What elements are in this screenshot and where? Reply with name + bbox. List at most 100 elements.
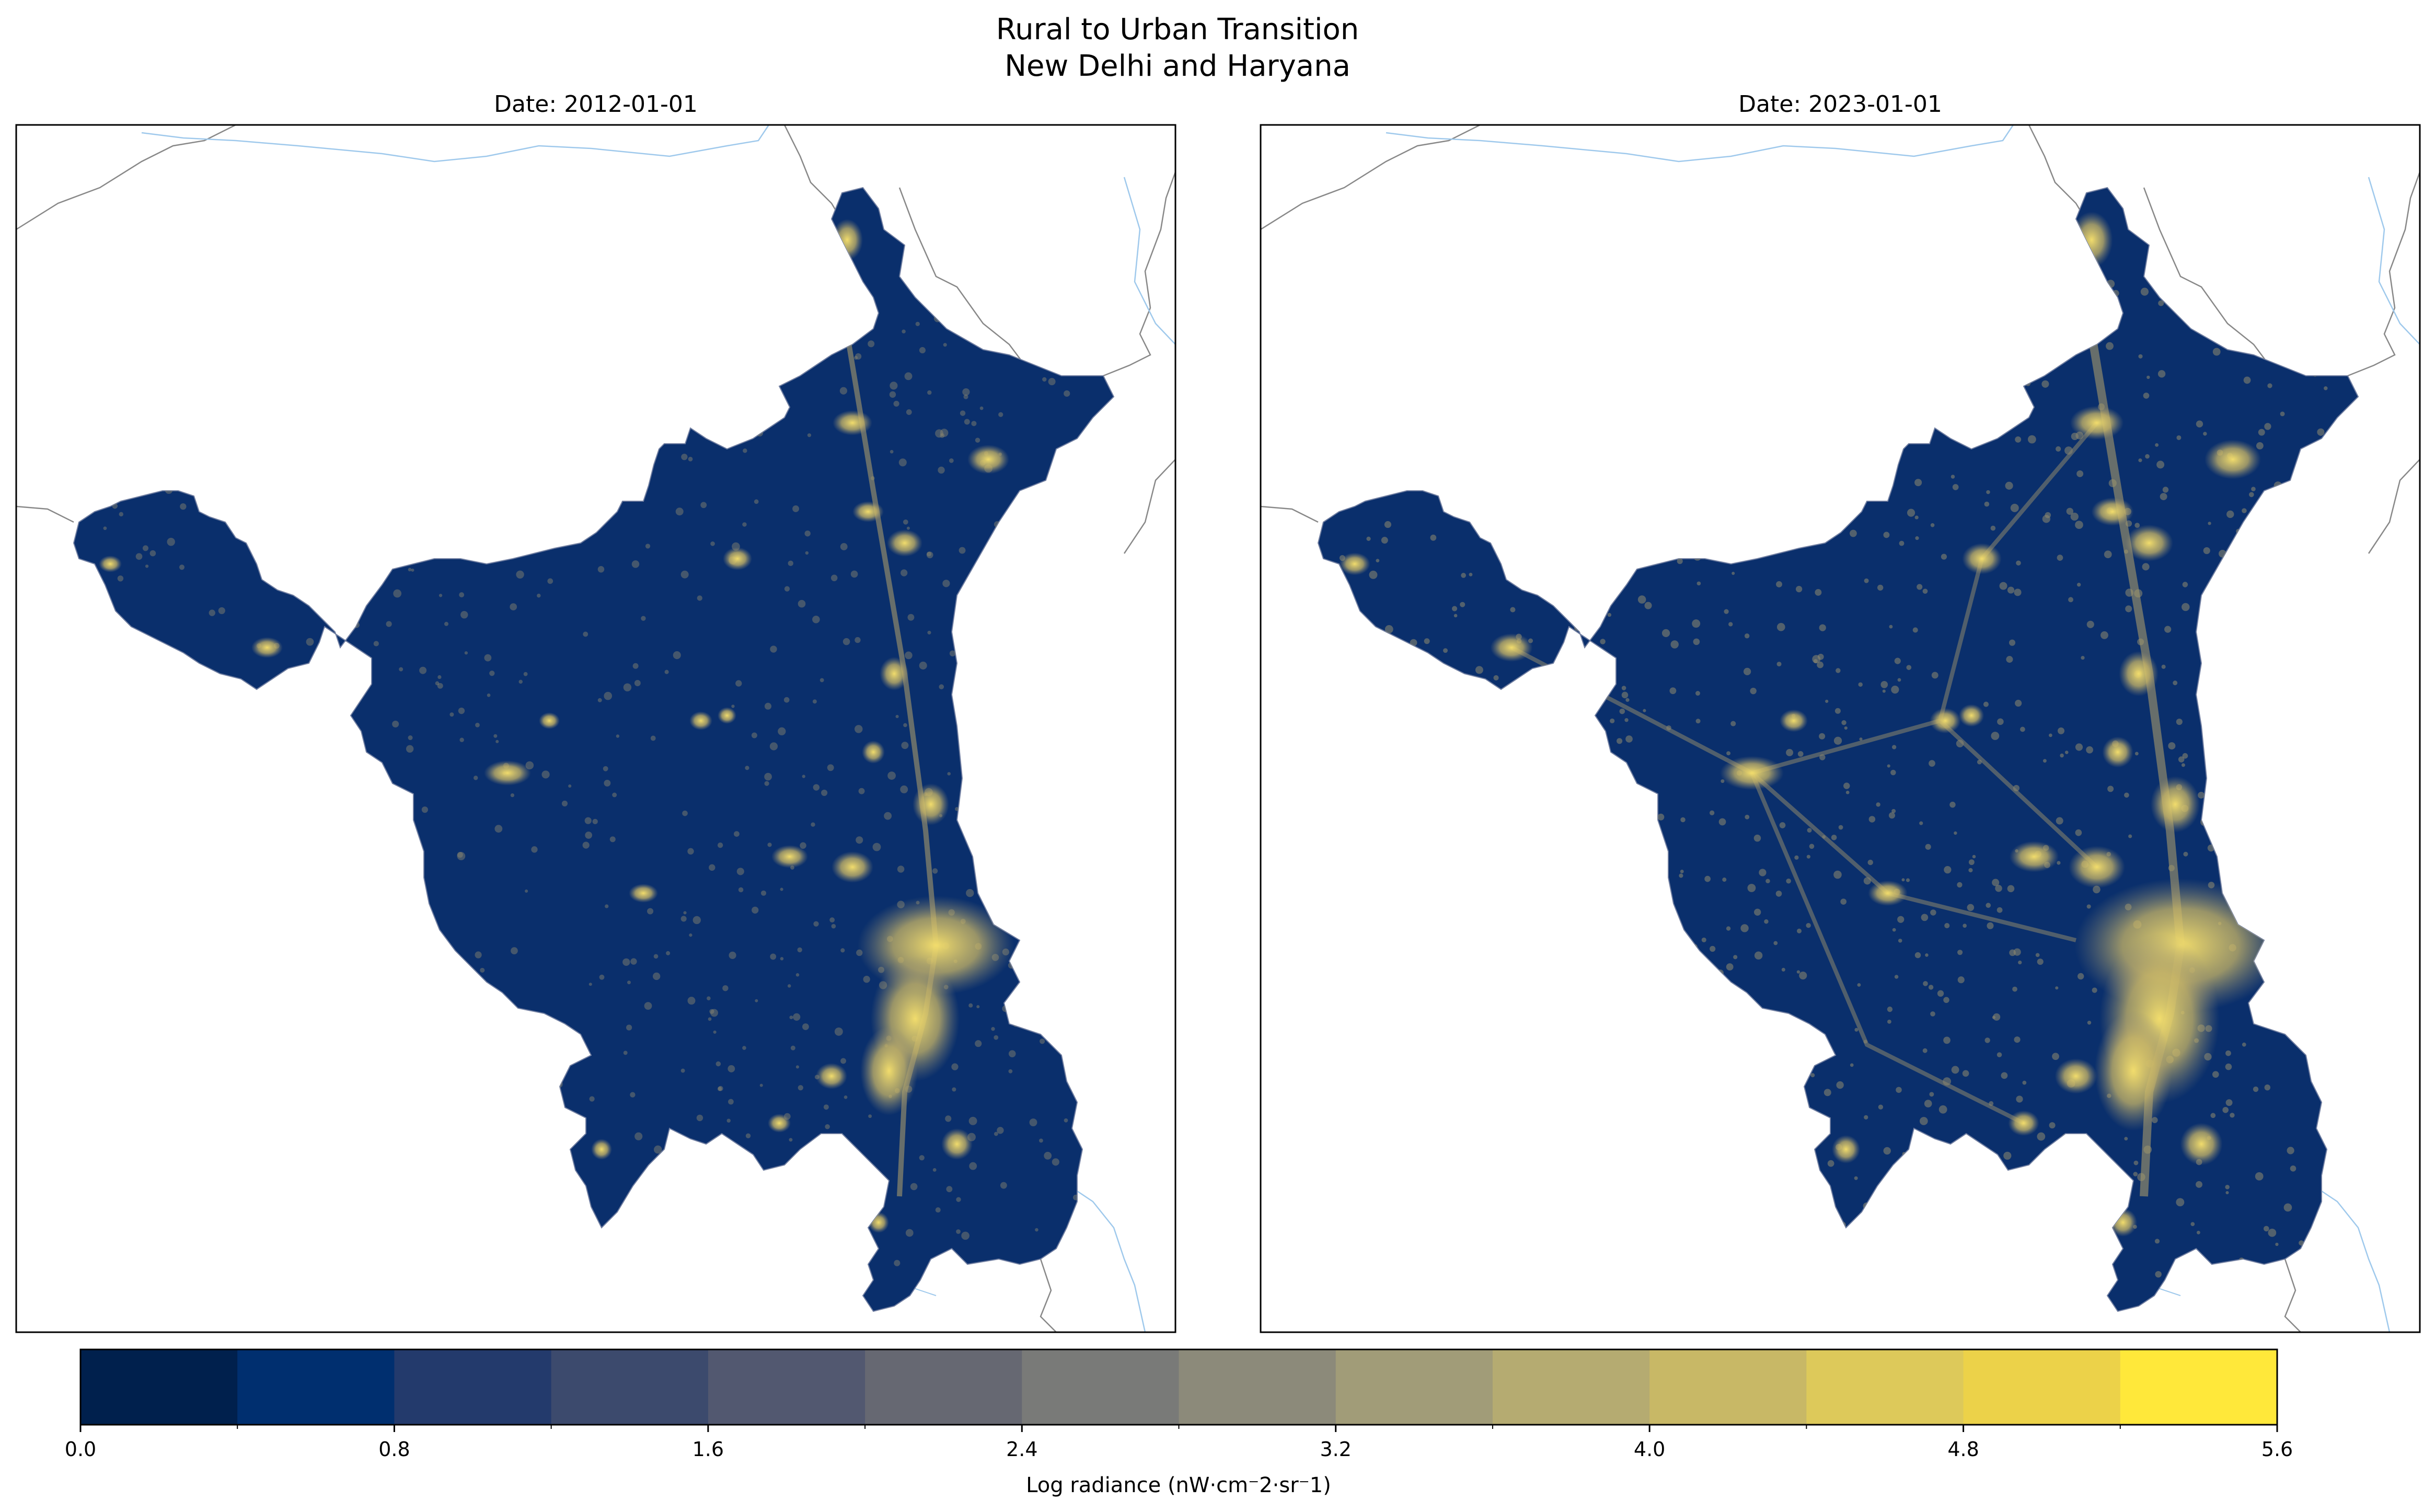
city-glow xyxy=(1339,552,1370,575)
village-light xyxy=(644,1002,652,1010)
village-light xyxy=(2042,759,2047,763)
colorbar-tick-label: 0.0 xyxy=(65,1438,96,1461)
village-light xyxy=(840,1058,846,1064)
village-light xyxy=(1922,1048,1928,1053)
village-light xyxy=(884,812,892,820)
village-light xyxy=(752,906,759,914)
village-light xyxy=(1722,878,1727,882)
city-glow xyxy=(718,707,736,724)
village-light xyxy=(1817,661,1824,668)
village-light xyxy=(1819,733,1826,740)
village-light xyxy=(2056,446,2061,452)
village-light xyxy=(2035,953,2040,957)
village-light xyxy=(1938,1105,1947,1114)
map-panel-2012 xyxy=(15,124,1176,1333)
village-light xyxy=(1901,878,1905,882)
village-light xyxy=(1891,685,1899,694)
city-glow xyxy=(1780,709,1808,732)
village-light xyxy=(494,825,503,833)
village-light xyxy=(1951,475,1955,479)
village-light xyxy=(1834,708,1841,714)
village-light xyxy=(707,996,711,1000)
village-light xyxy=(1726,751,1730,756)
village-light xyxy=(218,607,225,614)
village-light xyxy=(893,400,899,407)
village-light xyxy=(179,564,185,570)
village-light xyxy=(592,818,598,825)
village-light xyxy=(119,512,124,517)
village-light xyxy=(632,663,639,669)
village-light xyxy=(1892,928,1896,932)
village-light xyxy=(650,735,656,741)
village-light xyxy=(647,908,654,915)
village-light xyxy=(1995,884,2002,892)
village-light xyxy=(2147,375,2150,379)
colorbar-bin xyxy=(237,1349,395,1425)
village-light xyxy=(969,1162,977,1170)
village-light xyxy=(2010,503,2019,512)
city-glow xyxy=(251,637,283,658)
village-light xyxy=(1704,875,1711,882)
village-light xyxy=(631,560,640,568)
village-light xyxy=(399,667,403,672)
village-light xyxy=(2076,470,2084,477)
village-light xyxy=(2037,959,2044,965)
village-light xyxy=(1984,1037,1990,1043)
village-light xyxy=(1617,738,1623,744)
village-light xyxy=(1867,859,1873,865)
village-light xyxy=(2076,583,2081,587)
village-light xyxy=(902,329,906,333)
village-light xyxy=(653,954,659,959)
village-light xyxy=(145,564,149,568)
village-light xyxy=(2230,1113,2235,1118)
village-light xyxy=(821,789,828,797)
village-light xyxy=(457,851,463,858)
village-light xyxy=(511,947,518,955)
road-glow xyxy=(1750,772,2025,1125)
village-light xyxy=(2324,386,2328,390)
village-light xyxy=(813,784,820,791)
city-glow xyxy=(1832,1135,1860,1163)
village-light xyxy=(1831,835,1837,840)
village-light xyxy=(1894,657,1901,664)
village-light xyxy=(687,997,696,1005)
village-light xyxy=(961,1231,970,1240)
village-light xyxy=(1695,719,1701,724)
village-light xyxy=(1968,859,1975,865)
village-light xyxy=(778,727,786,735)
village-light xyxy=(1008,1050,1016,1057)
village-light xyxy=(419,666,427,674)
village-light xyxy=(2009,639,2016,646)
village-light xyxy=(487,693,491,697)
village-light xyxy=(1957,976,1965,984)
village-light xyxy=(1854,1028,1859,1032)
village-light xyxy=(2255,1172,2264,1181)
colorbar-bin xyxy=(2120,1349,2278,1425)
village-light xyxy=(2242,508,2247,513)
village-light xyxy=(2160,493,2167,501)
village-light xyxy=(1827,1160,1834,1167)
village-light xyxy=(710,1009,718,1017)
village-light xyxy=(1999,582,2007,590)
village-light xyxy=(2057,555,2063,561)
village-light xyxy=(2290,1165,2296,1172)
village-light xyxy=(1854,1176,1858,1180)
village-light xyxy=(1669,687,1677,695)
village-light xyxy=(537,593,541,598)
village-light xyxy=(2092,987,2097,993)
village-light xyxy=(1943,1036,1951,1044)
village-light xyxy=(1887,1006,1893,1012)
village-light xyxy=(2225,1099,2233,1106)
village-light xyxy=(2156,460,2165,469)
map-frame xyxy=(1260,124,2421,1333)
village-light xyxy=(2106,342,2114,350)
village-light xyxy=(1833,870,1842,879)
village-light xyxy=(943,343,947,347)
village-light xyxy=(1710,945,1716,952)
city-glow xyxy=(591,1139,612,1160)
village-light xyxy=(392,720,399,728)
village-light xyxy=(856,836,863,844)
village-light xyxy=(963,394,968,399)
village-light xyxy=(807,433,812,437)
